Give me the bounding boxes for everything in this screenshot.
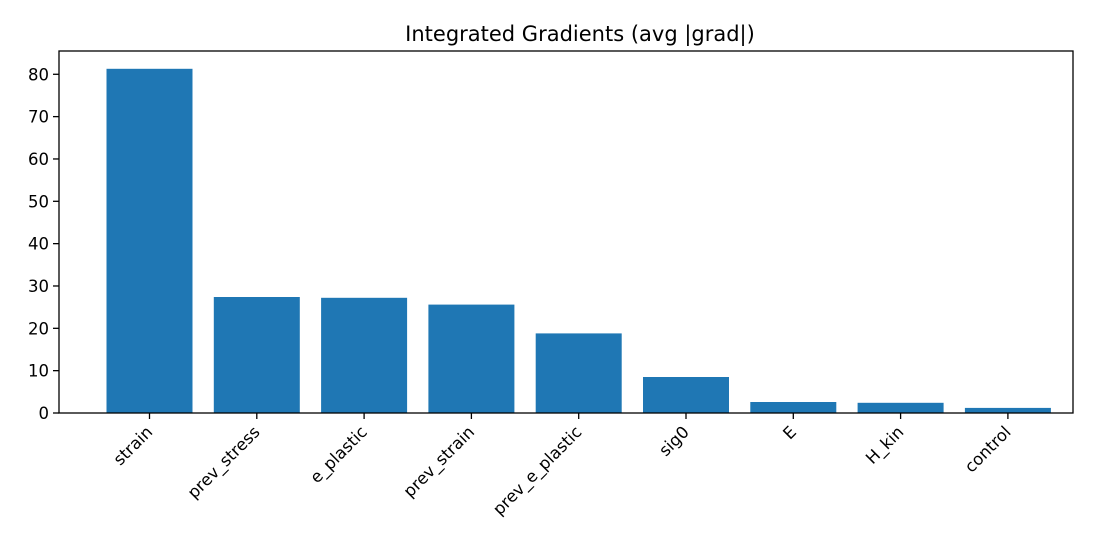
x-tick-label: prev_e_plastic	[489, 422, 586, 519]
bar-E	[750, 402, 837, 413]
bar-prev_strain	[428, 304, 515, 413]
y-tick-label: 50	[28, 192, 49, 211]
y-tick-label: 40	[28, 235, 49, 254]
x-tick-label: strain	[110, 422, 157, 469]
y-tick-label: 30	[28, 277, 49, 296]
x-axis: strain prev_stress e_plastic prev_strain pre…	[110, 413, 1015, 520]
plot-frame	[58, 50, 1074, 414]
x-tick-label: E	[779, 422, 800, 443]
x-tick-label: prev_stress	[184, 422, 265, 503]
bar-sig0	[643, 377, 729, 413]
x-tick-label: prev_strain	[400, 422, 479, 501]
y-tick-label: 70	[28, 108, 49, 127]
bar-prev_stress	[213, 297, 300, 413]
bar-prev_e_plastic	[535, 333, 622, 413]
x-tick-label: e_plastic	[306, 422, 371, 487]
x-tick-label: control	[961, 422, 1015, 476]
y-tick-label: 80	[28, 65, 49, 84]
y-tick-label: 10	[28, 362, 49, 381]
bar-control	[964, 407, 1051, 413]
y-tick-label: 0	[39, 404, 50, 423]
bar-H_kin	[857, 402, 944, 413]
bar-e_plastic	[321, 297, 408, 413]
bars-group	[106, 68, 1051, 414]
y-tick-label: 20	[28, 319, 49, 338]
x-tick-label: H_kin	[862, 422, 908, 468]
chart-title: Integrated Gradients (avg |grad|)	[405, 22, 755, 47]
x-tick-label: sig0	[655, 422, 693, 460]
bar-strain	[106, 68, 193, 414]
y-tick-label: 60	[28, 150, 49, 169]
y-axis: 0 10 20 30 40 50 60 70 80	[28, 65, 59, 423]
